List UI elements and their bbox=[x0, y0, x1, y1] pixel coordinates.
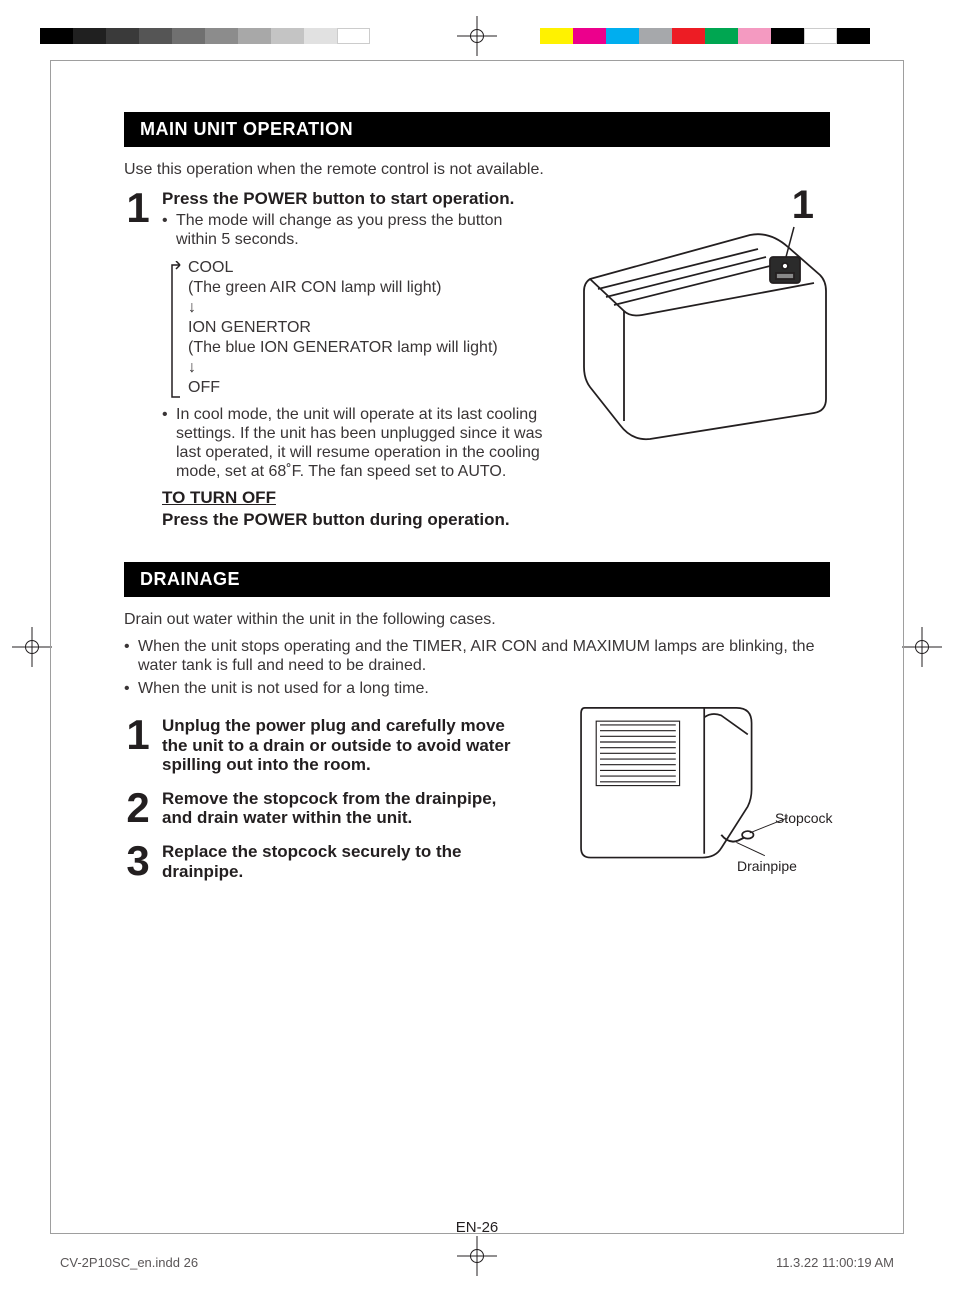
section1-intro: Use this operation when the remote contr… bbox=[124, 161, 830, 179]
drainage-bullet-2: When the unit is not used for a long tim… bbox=[138, 679, 429, 698]
mode-cycle-bracket-icon bbox=[168, 261, 184, 401]
mode-cool-note: (The green AIR CON lamp will light) bbox=[188, 279, 544, 297]
color-swatch-strip bbox=[540, 28, 870, 44]
figure-number: 1 bbox=[792, 183, 814, 228]
crosshair-left-icon bbox=[12, 627, 52, 667]
drainage-step-2: 2 Remove the stopcock from the drainpipe… bbox=[124, 789, 527, 828]
step-title: Unplug the power plug and carefully move… bbox=[162, 716, 527, 775]
registration-bar bbox=[0, 22, 954, 50]
section-header-main-unit: MAIN UNIT OPERATION bbox=[124, 112, 830, 147]
step-title: Press the POWER button to start operatio… bbox=[162, 189, 544, 209]
turnoff-heading: TO TURN OFF bbox=[162, 488, 544, 508]
label-stopcock: Stopcock bbox=[775, 810, 833, 826]
footer-file: CV-2P10SC_en.indd 26 bbox=[60, 1255, 198, 1270]
section-header-drainage: DRAINAGE bbox=[124, 562, 830, 597]
arrow-down-icon: ↓ bbox=[188, 359, 196, 376]
step1-bullet1: The mode will change as you press the bu… bbox=[176, 211, 544, 249]
mode-cool: COOL bbox=[188, 259, 544, 277]
turnoff-body: Press the POWER button during operation. bbox=[162, 510, 544, 530]
crosshair-top-icon bbox=[457, 16, 497, 56]
step-number: 1 bbox=[124, 189, 152, 530]
mode-ion-note: (The blue ION GENERATOR lamp will light) bbox=[188, 339, 544, 357]
drainage-bullet-1: When the unit stops operating and the TI… bbox=[138, 637, 830, 675]
mode-ion: ION GENERTOR bbox=[188, 319, 544, 337]
drainage-step-1: 1 Unplug the power plug and carefully mo… bbox=[124, 716, 527, 775]
step-number: 3 bbox=[124, 842, 152, 881]
arrow-down-icon: ↓ bbox=[188, 299, 196, 316]
step-title: Remove the stopcock from the drainpipe, … bbox=[162, 789, 527, 828]
crosshair-bottom-icon bbox=[457, 1236, 497, 1276]
step-number: 1 bbox=[124, 716, 152, 775]
step1-bullet2: In cool mode, the unit will operate at i… bbox=[176, 405, 544, 482]
gray-swatch-strip bbox=[40, 28, 370, 44]
drainage-step-3: 3 Replace the stopcock securely to the d… bbox=[124, 842, 527, 881]
unit-top-figure: 1 bbox=[570, 189, 830, 441]
step-title: Replace the stopcock securely to the dra… bbox=[162, 842, 527, 881]
section2-intro: Drain out water within the unit in the f… bbox=[124, 611, 830, 629]
step-number: 2 bbox=[124, 789, 152, 828]
crosshair-right-icon bbox=[902, 627, 942, 667]
page-number: EN-26 bbox=[0, 1219, 954, 1236]
label-drainpipe: Drainpipe bbox=[737, 858, 797, 874]
page-content: MAIN UNIT OPERATION Use this operation w… bbox=[124, 112, 830, 896]
footer-date: 11.3.22 11:00:19 AM bbox=[776, 1255, 894, 1270]
mode-off: OFF bbox=[188, 379, 544, 397]
section1-step1: 1 Press the POWER button to start operat… bbox=[124, 189, 544, 530]
